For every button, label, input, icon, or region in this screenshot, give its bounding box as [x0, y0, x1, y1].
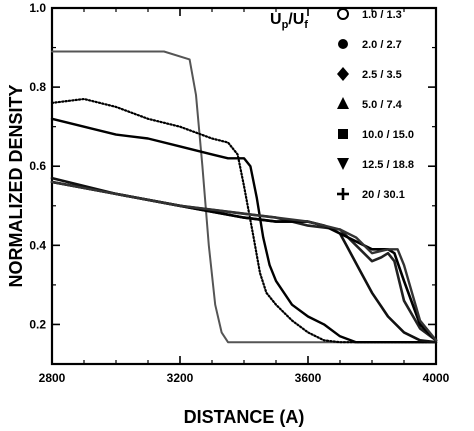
x-tick-label: 4000 — [423, 371, 450, 385]
y-tick-label: 0.8 — [29, 80, 46, 94]
series-line-2 — [50, 97, 438, 344]
legend-title: Up/Uf — [270, 11, 308, 31]
legend-title-sub-p: p — [282, 19, 289, 31]
legend-label: 2.5 / 3.5 — [362, 69, 402, 81]
legend-item: 10.0 / 15.0 — [338, 129, 414, 141]
series-line-3 — [50, 117, 438, 344]
legend-title-u: U — [270, 11, 282, 28]
series-layer — [50, 50, 438, 344]
legend-item: 2.0 / 2.7 — [338, 39, 402, 51]
x-tick-label: 3600 — [295, 371, 322, 385]
series-line-7 — [50, 180, 438, 342]
legend: Up/Uf 1.0 / 1.3 2.0 / 2.7 2.5 / 3.5 5.0 / 7… — [270, 8, 414, 201]
legend-label: 2.0 / 2.7 — [362, 39, 402, 51]
legend-label: 10.0 / 15.0 — [362, 129, 414, 141]
y-tick-label: 0.6 — [29, 159, 46, 173]
legend-item: 12.5 / 18.8 — [337, 158, 414, 171]
legend-label: 12.5 / 18.8 — [362, 159, 414, 171]
triangle-down-marker — [337, 158, 349, 170]
x-axis-label: DISTANCE (A) — [184, 407, 305, 427]
y-tick-label: 0.4 — [29, 238, 46, 252]
series-line-1 — [51, 50, 437, 344]
legend-title-sep: /U — [288, 11, 304, 28]
triangle-up-marker — [337, 97, 349, 109]
filled-circle-marker — [338, 39, 348, 49]
legend-items: 1.0 / 1.3 2.0 / 2.7 2.5 / 3.5 5.0 / 7.4 10.0… — [337, 8, 414, 201]
legend-label: 20 / 30.1 — [362, 189, 405, 201]
legend-label: 5.0 / 7.4 — [362, 99, 403, 111]
legend-label: 1.0 / 1.3 — [362, 9, 402, 21]
x-tick-label: 3200 — [167, 371, 194, 385]
legend-item: 5.0 / 7.4 — [337, 97, 403, 111]
legend-item: 1.0 / 1.3 — [337, 8, 402, 21]
legend-title-sub-f: f — [304, 19, 308, 31]
y-tick-label: 0.2 — [29, 317, 46, 331]
legend-item: 2.5 / 3.5 — [337, 67, 402, 81]
y-axis-label: NORMALIZED DENSITY — [6, 84, 26, 287]
diamond-marker — [337, 67, 349, 81]
open-circle-marker — [337, 8, 349, 20]
tick-layer: 2800 3200 3600 4000 0.2 0.4 0.6 0.8 1.0 — [29, 1, 449, 385]
legend-item: 20 / 30.1 — [337, 188, 405, 201]
x-tick-label: 2800 — [39, 371, 66, 385]
y-tick-label: 1.0 — [29, 1, 46, 15]
square-marker — [338, 129, 348, 139]
